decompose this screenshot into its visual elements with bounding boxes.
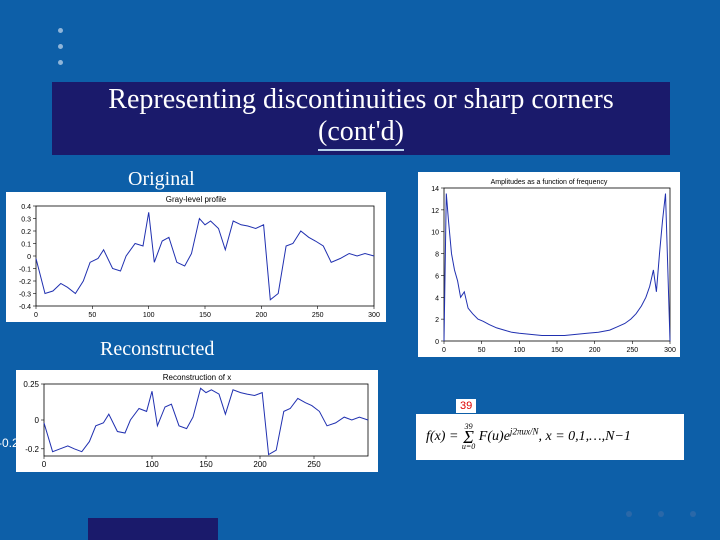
svg-text:200: 200 <box>255 312 267 319</box>
svg-text:150: 150 <box>199 460 213 469</box>
formula-text: f(x) = 39 Σ u=0 F(u)ej2πux/N, x = 0,1,…,… <box>426 429 631 444</box>
svg-text:Reconstruction of x: Reconstruction of x <box>163 373 231 382</box>
svg-text:200: 200 <box>253 460 267 469</box>
svg-text:250: 250 <box>312 312 324 319</box>
svg-text:250: 250 <box>307 460 321 469</box>
svg-text:200: 200 <box>589 347 601 354</box>
axis-side-label: -0.2 <box>0 436 19 450</box>
page-number: 39 <box>456 399 476 413</box>
title-line1: Representing discontinuities or sharp co… <box>60 84 662 116</box>
label-original: Original <box>128 168 195 191</box>
svg-text:50: 50 <box>478 347 486 354</box>
svg-text:300: 300 <box>368 312 380 319</box>
svg-text:150: 150 <box>199 312 211 319</box>
svg-text:4: 4 <box>435 295 439 302</box>
svg-text:0: 0 <box>42 460 47 469</box>
svg-text:0.4: 0.4 <box>21 204 31 211</box>
svg-text:0.1: 0.1 <box>21 242 31 249</box>
svg-text:10: 10 <box>431 230 439 237</box>
bottom-accent-bar <box>88 518 218 540</box>
svg-text:0: 0 <box>27 254 31 261</box>
svg-text:0: 0 <box>435 339 439 346</box>
svg-text:0: 0 <box>35 416 40 425</box>
svg-text:-0.1: -0.1 <box>19 267 31 274</box>
plot-reconstructed: Reconstruction of x-0.200.25010015020025… <box>16 370 378 472</box>
svg-text:Amplitudes as a function of fr: Amplitudes as a function of frequency <box>491 179 608 186</box>
svg-text:150: 150 <box>551 347 563 354</box>
svg-text:100: 100 <box>513 347 525 354</box>
svg-text:14: 14 <box>431 186 439 193</box>
svg-text:100: 100 <box>143 312 155 319</box>
svg-text:8: 8 <box>435 252 439 259</box>
svg-text:12: 12 <box>431 208 439 215</box>
svg-text:0.25: 0.25 <box>23 380 39 389</box>
plot-spectrum: Amplitudes as a function of frequency 0 2 4… <box>418 172 680 357</box>
svg-text:2: 2 <box>435 317 439 324</box>
formula: f(x) = 39 Σ u=0 F(u)ej2πux/N, x = 0,1,…,… <box>416 414 684 460</box>
svg-text:-0.3: -0.3 <box>19 292 31 299</box>
svg-text:-0.2: -0.2 <box>25 445 39 454</box>
svg-text:300: 300 <box>664 347 676 354</box>
svg-text:0.2: 0.2 <box>21 229 31 236</box>
bottom-right-dots <box>600 504 696 522</box>
svg-text:0: 0 <box>34 312 38 319</box>
svg-text:250: 250 <box>626 347 638 354</box>
svg-text:0.3: 0.3 <box>21 217 31 224</box>
svg-text:6: 6 <box>435 273 439 280</box>
slide-bullets <box>58 28 63 76</box>
svg-text:-0.2: -0.2 <box>19 279 31 286</box>
svg-text:-0.4: -0.4 <box>19 304 31 311</box>
plot-original: Gray-level profile -0.4 -0.3 -0.2 -0.1 0 0.1 0.… <box>6 192 386 322</box>
svg-text:100: 100 <box>145 460 159 469</box>
svg-text:Gray-level profile: Gray-level profile <box>166 195 227 204</box>
slide-title: Representing discontinuities or sharp co… <box>52 82 670 155</box>
svg-text:50: 50 <box>88 312 96 319</box>
label-reconstructed: Reconstructed <box>100 338 214 361</box>
svg-text:0: 0 <box>442 347 446 354</box>
title-line2: (cont'd) <box>318 116 404 151</box>
